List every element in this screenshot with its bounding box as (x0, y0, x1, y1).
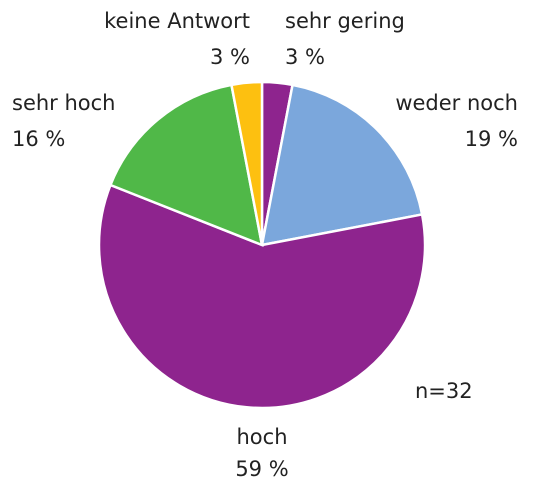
pie-slice (229, 80, 264, 246)
value-label: 3 % (210, 45, 250, 69)
value-label: 3 % (285, 45, 325, 69)
annotation: n=32 (415, 379, 473, 403)
value-label: 16 % (12, 127, 65, 151)
pie-slice (97, 183, 427, 410)
slice-label: sehr hoch (12, 91, 116, 115)
value-label: 19 % (465, 127, 518, 151)
slice-label: keine Antwort (104, 9, 250, 33)
slice-label: weder noch (395, 91, 518, 115)
value-label: 59 % (235, 457, 288, 481)
pie-slice (108, 83, 264, 247)
pie-slice (260, 83, 424, 247)
slice-label: sehr gering (285, 9, 405, 33)
slice-label: hoch (236, 425, 287, 449)
